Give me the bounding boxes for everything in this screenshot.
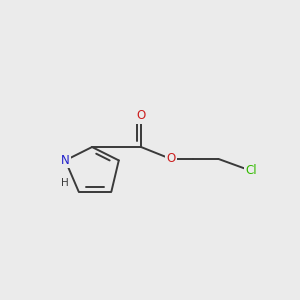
Text: N: N <box>61 154 70 167</box>
Text: O: O <box>136 109 146 122</box>
Text: Cl: Cl <box>245 164 257 177</box>
Text: O: O <box>166 152 176 165</box>
Text: H: H <box>61 178 69 188</box>
